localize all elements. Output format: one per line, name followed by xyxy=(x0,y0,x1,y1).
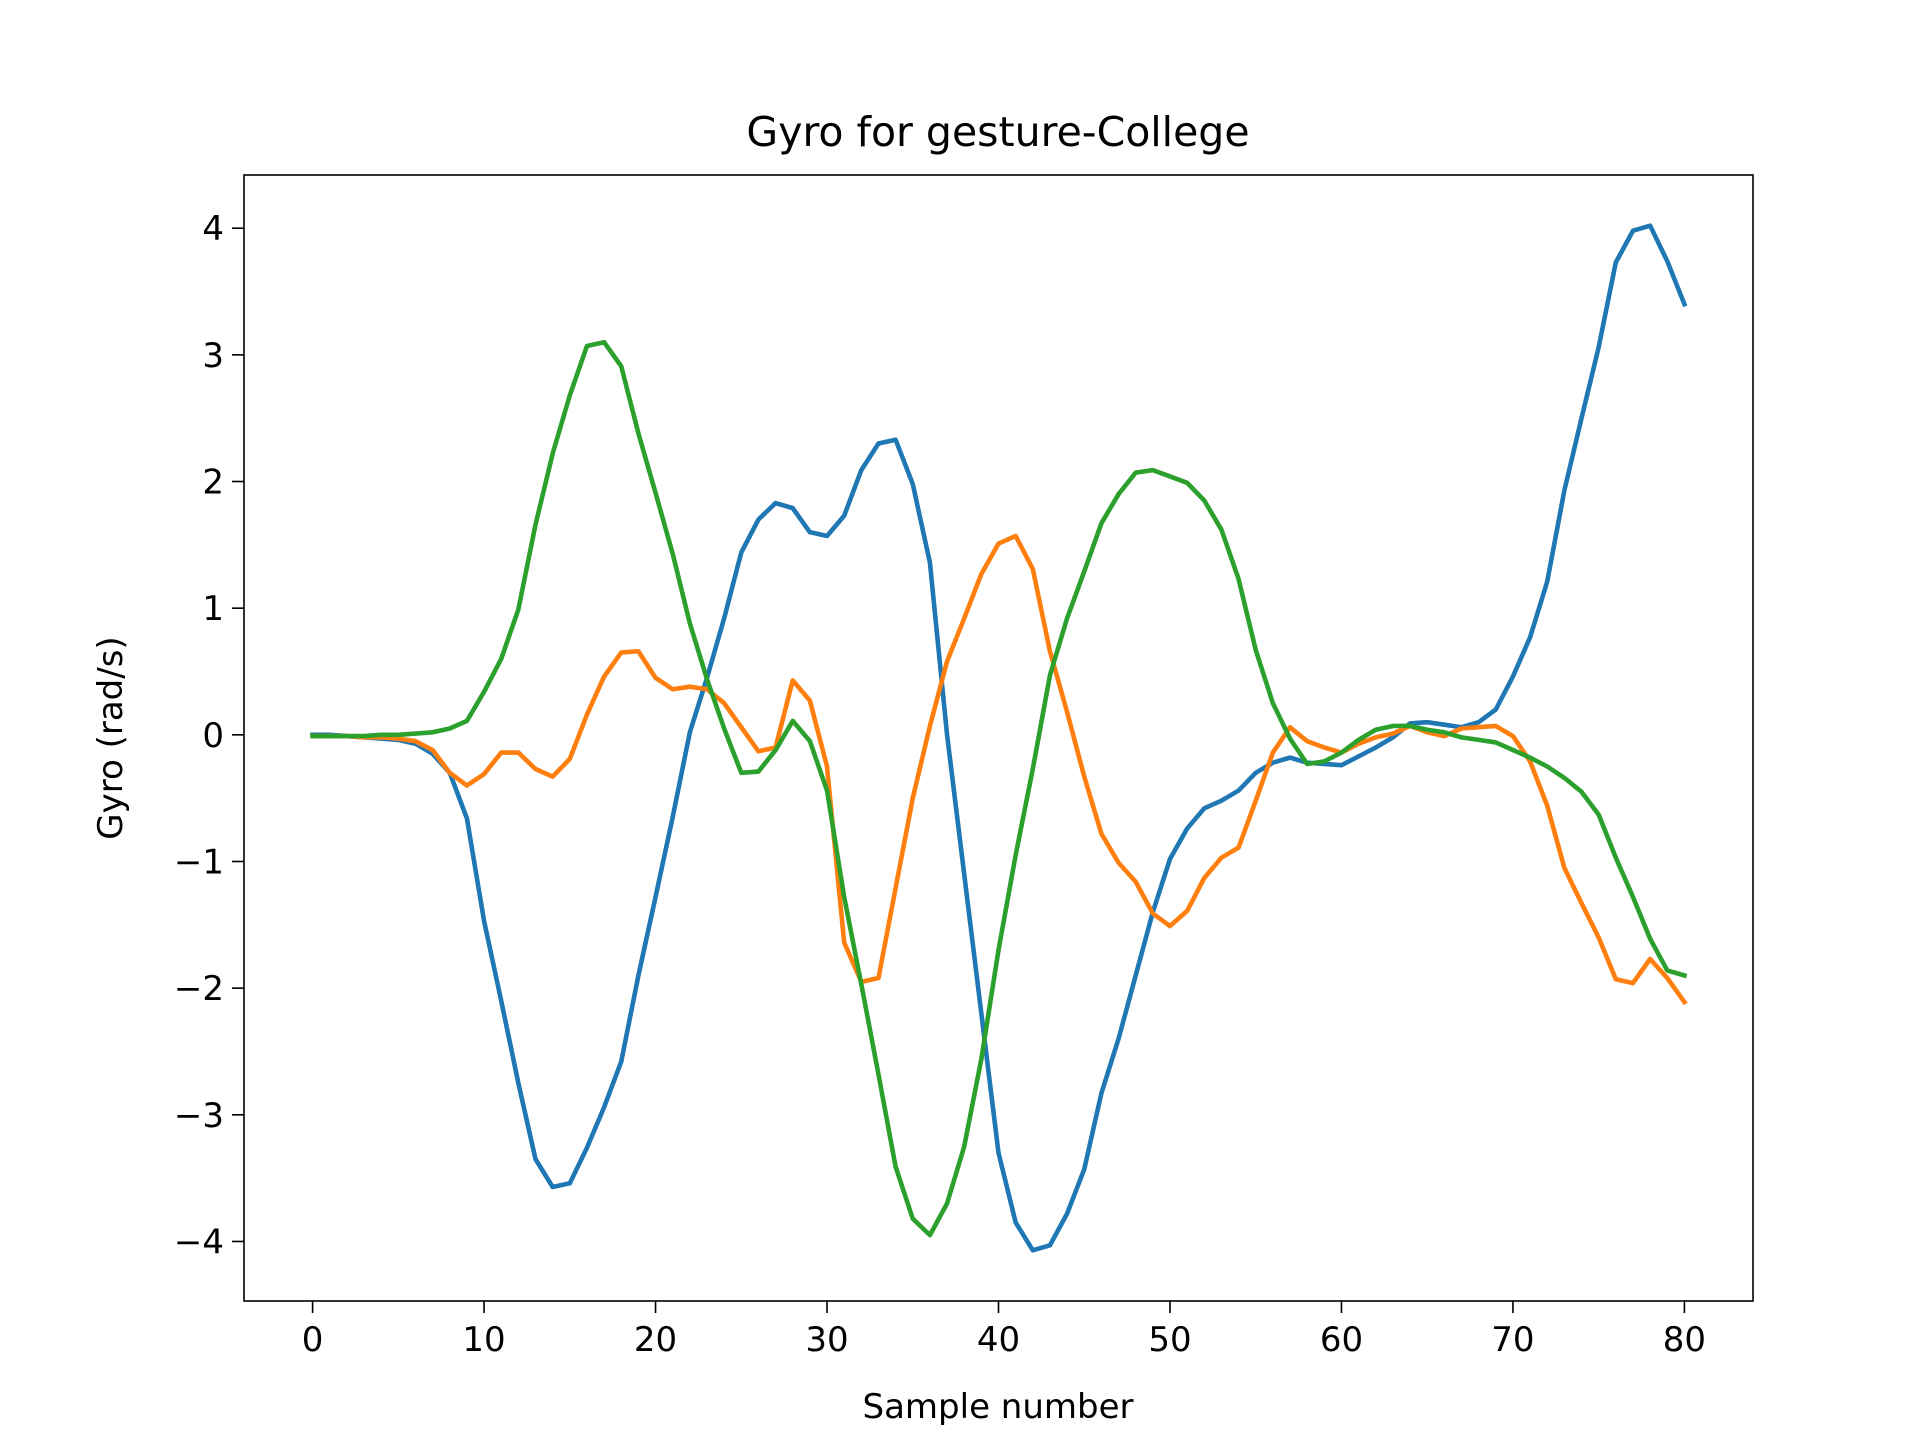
y-tick-label: 1 xyxy=(202,589,224,629)
y-tick-label: 2 xyxy=(202,463,224,503)
x-tick-label: 60 xyxy=(1320,1320,1363,1360)
x-tick-label: 50 xyxy=(1148,1320,1191,1360)
x-tick-label: 10 xyxy=(462,1320,505,1360)
data-line xyxy=(310,533,1688,1006)
x-tick-label: 40 xyxy=(977,1320,1020,1360)
x-tick-label: 70 xyxy=(1491,1320,1534,1360)
x-tick-label: 0 xyxy=(302,1320,324,1360)
chart-title: Gyro for gesture-College xyxy=(746,108,1249,156)
y-tick-label: 0 xyxy=(202,716,224,756)
x-tick-label: 30 xyxy=(805,1320,848,1360)
y-tick-label: −2 xyxy=(174,969,224,1009)
y-axis-label: Gyro (rad/s) xyxy=(91,636,131,839)
plot-frame xyxy=(243,174,1754,1302)
y-tick-label: −4 xyxy=(174,1222,224,1262)
y-tick-label: 3 xyxy=(202,336,224,376)
x-tick-label: 80 xyxy=(1663,1320,1706,1360)
y-tick-label: −1 xyxy=(174,842,224,882)
y-tick-label: −3 xyxy=(174,1096,224,1136)
data-line xyxy=(310,339,1688,1238)
y-tick-label: 4 xyxy=(202,209,224,249)
x-axis-label: Sample number xyxy=(863,1387,1134,1427)
x-tick-label: 20 xyxy=(634,1320,677,1360)
data-line xyxy=(310,223,1688,1253)
